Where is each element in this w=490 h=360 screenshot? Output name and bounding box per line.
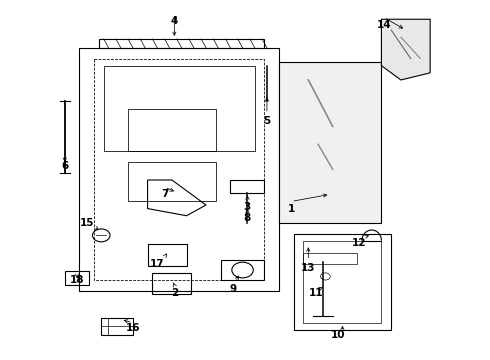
- Text: 6: 6: [61, 161, 68, 171]
- Text: 8: 8: [244, 212, 251, 222]
- Text: 3: 3: [244, 202, 251, 212]
- Text: 7: 7: [161, 189, 168, 199]
- Text: 1: 1: [288, 203, 295, 213]
- Text: 4: 4: [171, 16, 178, 26]
- Text: 13: 13: [301, 262, 316, 273]
- Polygon shape: [279, 62, 381, 223]
- Text: 18: 18: [70, 275, 84, 285]
- Text: 17: 17: [150, 259, 165, 269]
- Text: 10: 10: [330, 330, 345, 341]
- Polygon shape: [381, 19, 430, 80]
- Text: 9: 9: [229, 284, 236, 294]
- Text: 12: 12: [352, 238, 367, 248]
- Text: 5: 5: [263, 116, 270, 126]
- Text: 2: 2: [171, 288, 178, 297]
- Text: 14: 14: [376, 19, 391, 30]
- Text: 11: 11: [308, 288, 323, 297]
- Text: 15: 15: [79, 218, 94, 228]
- Text: 16: 16: [126, 323, 140, 333]
